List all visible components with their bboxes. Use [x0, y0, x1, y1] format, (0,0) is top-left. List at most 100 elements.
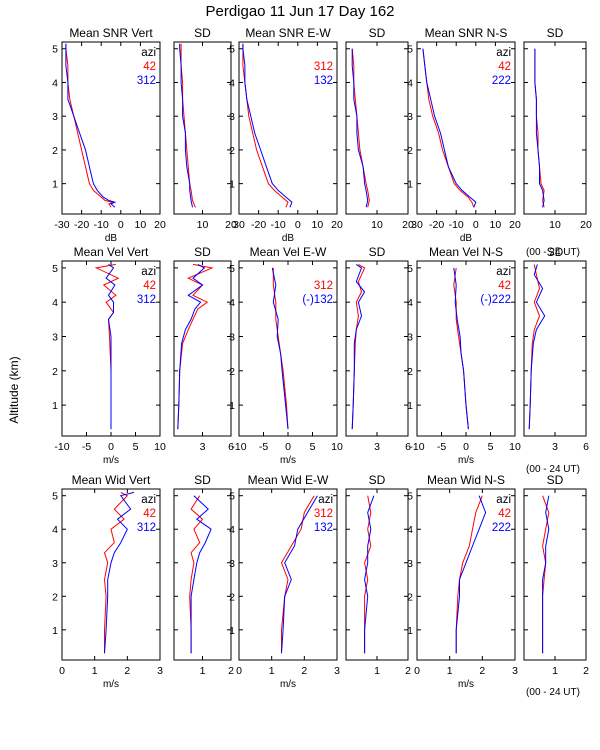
series-line-red: [364, 495, 372, 654]
legend-entry: 42: [498, 280, 511, 292]
panel-frame: [345, 488, 409, 661]
series-line-red: [528, 264, 541, 430]
series-line-red: [455, 495, 483, 654]
x-axis-label: m/s: [458, 455, 474, 466]
series-line-blue: [351, 263, 366, 430]
y-tick-label: 3: [52, 558, 58, 570]
legend-entry: (-)132: [302, 294, 333, 306]
x-axis-label: m/s: [103, 455, 119, 466]
panel-frame: [61, 488, 161, 661]
x-tick-label: -10: [54, 441, 69, 453]
series-line-blue: [422, 48, 477, 208]
x-tick-label: 10: [509, 441, 521, 453]
panel-2-5: SD 1 2: [523, 473, 589, 677]
x-axis-label: dB: [460, 233, 473, 244]
y-tick-label: 5: [407, 491, 413, 503]
x-tick-label: 30: [411, 219, 423, 231]
legend-entry: 312: [314, 508, 333, 520]
x-tick-label: -5: [259, 441, 268, 453]
x-tick-label: 10: [371, 219, 383, 231]
x-tick-label: 6: [405, 441, 411, 453]
y-tick-label: 2: [229, 145, 235, 157]
series-line-blue: [455, 495, 487, 654]
y-tick-label: 4: [229, 524, 235, 536]
x-tick-label: 3: [374, 441, 380, 453]
time-note-row2: (00 - 24 UT): [526, 464, 580, 475]
series-line-blue: [242, 43, 293, 208]
y-tick-label: 3: [52, 331, 58, 343]
x-tick-label: 20: [580, 219, 592, 231]
x-tick-label: 5: [133, 441, 139, 453]
panel-frame: [345, 41, 409, 215]
panel-title: Mean SNR E-W: [245, 26, 331, 40]
x-tick-label: -10: [231, 441, 246, 453]
panel-0-0: Mean SNR Vert 1 2 3 4 5 -30 -20 -10 0 10 20 dB azi 42 3…: [52, 26, 166, 244]
panel-title: Mean Vel Vert: [74, 245, 149, 259]
series-line-blue: [364, 495, 375, 654]
legend-title: azi: [318, 494, 333, 506]
series-line-blue: [177, 263, 206, 430]
y-tick-label: 4: [52, 524, 58, 536]
y-tick-label: 3: [407, 331, 413, 343]
panel-1-0: Mean Vel Vert 1 2 3 4 5 -10 -5 0 5 10 m/s azi 42 312: [52, 245, 166, 466]
series-line-red: [94, 263, 120, 430]
time-note-row1: (00 - 24 UT): [526, 247, 580, 258]
x-tick-label: -5: [437, 441, 446, 453]
panel-title: SD: [547, 245, 564, 259]
series-line-red: [177, 263, 214, 430]
legend-title: azi: [141, 494, 156, 506]
y-tick-label: 1: [229, 400, 235, 412]
panel-title: SD: [547, 26, 564, 40]
legend-entry: 42: [143, 280, 156, 292]
legend-title: azi: [141, 47, 156, 59]
x-tick-label: 2: [124, 665, 130, 677]
panel-2-4: Mean Wid N-S 1 2 3 4 5 0 1 2 3 m/s azi 42 222: [407, 473, 518, 690]
panel-2-2: Mean Wid E-W 1 2 3 4 5 0 1 2 3 m/s azi 312 132: [229, 473, 340, 690]
time-note-row3: (00 - 24 UT): [526, 687, 580, 698]
x-tick-label: 3: [552, 441, 558, 453]
x-tick-label: 10: [490, 219, 502, 231]
x-tick-label: 1: [447, 665, 453, 677]
panel-title: Mean Wid E-W: [248, 473, 329, 487]
x-tick-label: 30: [233, 219, 245, 231]
x-tick-label: 0: [414, 665, 420, 677]
series-line-blue: [542, 495, 550, 654]
x-tick-label: 20: [331, 219, 343, 231]
y-tick-label: 4: [52, 77, 58, 89]
y-tick-label: 1: [407, 179, 413, 191]
series-line-blue: [351, 48, 369, 208]
x-tick-label: -20: [74, 219, 89, 231]
legend-entry: 42: [498, 508, 511, 520]
y-tick-label: 4: [407, 77, 413, 89]
x-tick-label: -20: [429, 219, 444, 231]
y-tick-label: 5: [407, 44, 413, 56]
legend-entry: 222: [492, 75, 511, 87]
legend-entry: 312: [314, 61, 333, 73]
x-axis-label: dB: [282, 233, 295, 244]
panel-title: SD: [194, 473, 211, 487]
x-axis-label: m/s: [280, 679, 296, 690]
x-tick-label: -10: [271, 219, 286, 231]
y-tick-label: 1: [407, 400, 413, 412]
legend-entry: 132: [314, 522, 333, 534]
panel-title: SD: [194, 26, 211, 40]
panel-title: SD: [369, 473, 386, 487]
panel-frame: [523, 41, 587, 215]
series-line-red: [103, 491, 129, 654]
series-line-red: [272, 267, 289, 430]
y-tick-label: 5: [52, 491, 58, 503]
panel-title: Mean SNR N-S: [425, 26, 508, 40]
panel-title: Mean Wid Vert: [72, 473, 151, 487]
y-tick-label: 5: [407, 263, 413, 275]
y-tick-label: 2: [229, 591, 235, 603]
x-tick-label: 0: [108, 441, 114, 453]
x-tick-label: 3: [157, 665, 163, 677]
y-tick-label: 1: [52, 179, 58, 191]
x-tick-label: 2: [301, 665, 307, 677]
y-tick-label: 1: [229, 179, 235, 191]
x-tick-label: 1: [374, 665, 380, 677]
panel-title: SD: [369, 26, 386, 40]
x-tick-label: 0: [295, 219, 301, 231]
x-tick-label: -20: [251, 219, 266, 231]
